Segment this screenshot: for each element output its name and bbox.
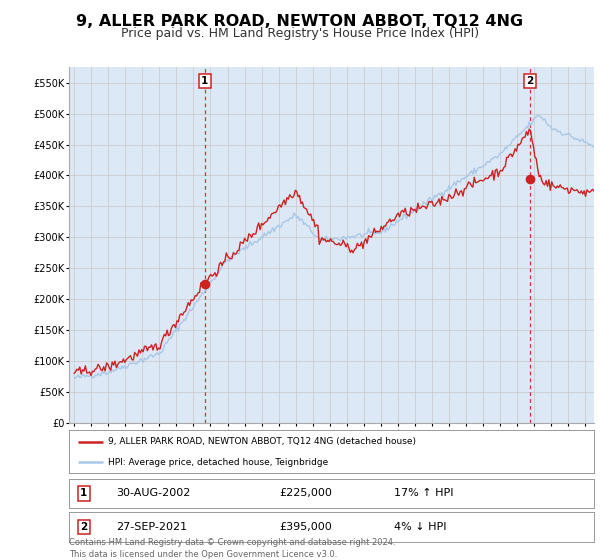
Text: 2: 2 xyxy=(526,76,533,86)
Text: 27-SEP-2021: 27-SEP-2021 xyxy=(116,522,187,532)
Text: 30-AUG-2002: 30-AUG-2002 xyxy=(116,488,191,498)
Text: £225,000: £225,000 xyxy=(279,488,332,498)
Text: 17% ↑ HPI: 17% ↑ HPI xyxy=(395,488,454,498)
Text: HPI: Average price, detached house, Teignbridge: HPI: Average price, detached house, Teig… xyxy=(109,458,329,467)
Text: Contains HM Land Registry data © Crown copyright and database right 2024.
This d: Contains HM Land Registry data © Crown c… xyxy=(69,538,395,559)
Text: 9, ALLER PARK ROAD, NEWTON ABBOT, TQ12 4NG: 9, ALLER PARK ROAD, NEWTON ABBOT, TQ12 4… xyxy=(76,14,524,29)
Text: 1: 1 xyxy=(80,488,88,498)
Text: 4% ↓ HPI: 4% ↓ HPI xyxy=(395,522,447,532)
Text: £395,000: £395,000 xyxy=(279,522,332,532)
Text: 1: 1 xyxy=(201,76,208,86)
Text: Price paid vs. HM Land Registry's House Price Index (HPI): Price paid vs. HM Land Registry's House … xyxy=(121,27,479,40)
Text: 2: 2 xyxy=(80,522,88,532)
Text: 9, ALLER PARK ROAD, NEWTON ABBOT, TQ12 4NG (detached house): 9, ALLER PARK ROAD, NEWTON ABBOT, TQ12 4… xyxy=(109,437,416,446)
